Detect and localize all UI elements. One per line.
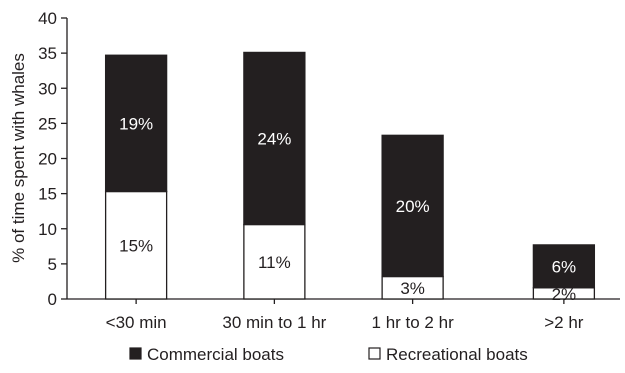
y-tick-label: 10: [38, 220, 57, 239]
data-label-commercial: 24%: [257, 129, 291, 148]
legend-swatch: [368, 347, 381, 360]
y-axis-label: % of time spent with whales: [9, 53, 28, 263]
y-tick-label: 40: [38, 9, 57, 28]
data-label-recreational: 11%: [258, 253, 291, 272]
y-tick-label: 0: [48, 290, 57, 309]
y-tick-label: 25: [38, 114, 57, 133]
x-category-label: >2 hr: [544, 313, 584, 332]
data-label-commercial: 20%: [396, 197, 430, 216]
data-label-commercial: 6%: [552, 257, 577, 276]
y-tick-label: 20: [38, 150, 57, 169]
data-label-commercial: 19%: [119, 114, 153, 133]
legend-label: Recreational boats: [386, 345, 528, 364]
bar-commercial: [381, 134, 444, 278]
bar-recreational: [243, 223, 306, 300]
y-tick-label: 35: [38, 44, 57, 63]
bar-commercial: [243, 51, 306, 226]
legend: Commercial boats Recreational boats: [129, 345, 528, 364]
axes: 0 5 10 15 20 25 30 35 40 <30 min 30 min to 1 hr 1 h…: [38, 9, 620, 332]
legend-label: Commercial boats: [147, 345, 284, 364]
legend-swatch: [129, 347, 142, 360]
x-category-label: 1 hr to 2 hr: [372, 313, 455, 332]
bars: 15% 19% 11% 24% 3% 20% 2% 6%: [104, 51, 596, 304]
y-tick-label: 30: [38, 79, 57, 98]
x-category-label: 30 min to 1 hr: [222, 313, 326, 332]
bar-commercial: [104, 54, 168, 193]
data-label-recreational: 15%: [119, 236, 153, 255]
bar-commercial: [532, 244, 596, 289]
y-tick-label: 5: [48, 255, 57, 274]
x-category-label: <30 min: [106, 313, 167, 332]
data-label-recreational: 3%: [400, 279, 425, 298]
data-label-recreational: 2%: [552, 285, 577, 304]
y-tick-label: 15: [38, 185, 57, 204]
